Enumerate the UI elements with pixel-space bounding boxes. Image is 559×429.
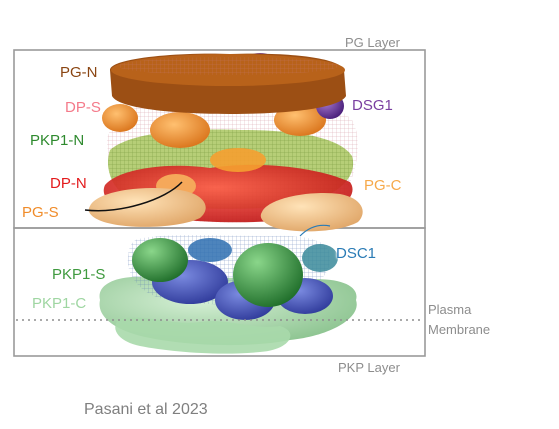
dsc1-blob <box>188 238 232 262</box>
pkp1-s-left <box>132 238 188 282</box>
pg-s-pointer <box>84 181 183 212</box>
pkp1-s-label: PKP1-S <box>52 266 106 283</box>
pg-s-label: PG-S <box>22 204 59 221</box>
dp-n-label: DP-N <box>50 175 87 192</box>
dp-s-orange-3 <box>274 104 326 136</box>
pkp-layer-structures <box>99 235 357 354</box>
dp-s-orange-2 <box>150 112 210 148</box>
pkp1-c-lower <box>115 317 291 354</box>
pkp1-c-label: PKP1-C <box>32 295 87 312</box>
dsc1-pointer <box>299 224 331 237</box>
dsc1-right-blob <box>302 244 338 272</box>
plasma-membrane-label-line2: Membrane <box>428 322 491 337</box>
pkp-layer-box <box>13 227 426 357</box>
pg-s-density <box>88 187 206 227</box>
dsc1-label: DSC1 <box>336 245 377 262</box>
dp-s-label: DP-S <box>65 99 101 116</box>
pg-c-orange <box>210 148 266 172</box>
pkp-layer-label: PKP Layer <box>338 360 400 375</box>
dp-s-orange-1 <box>102 104 138 132</box>
pkp1-s-center <box>233 243 303 307</box>
figure-credit: Pasani et al 2023 <box>84 401 208 418</box>
pg-layer-label: PG Layer <box>345 35 400 50</box>
pg-n-label: PG-N <box>60 64 98 81</box>
pg-c-density <box>260 192 363 232</box>
pkp1-n-label: PKP1-N <box>30 132 85 149</box>
pg-c-label: PG-C <box>364 177 402 194</box>
plasma-membrane-label-line1: Plasma <box>428 302 472 317</box>
pg-layer-structures <box>84 53 363 237</box>
dsg1-label: DSG1 <box>352 97 393 114</box>
pg-n-mesh <box>118 57 338 75</box>
